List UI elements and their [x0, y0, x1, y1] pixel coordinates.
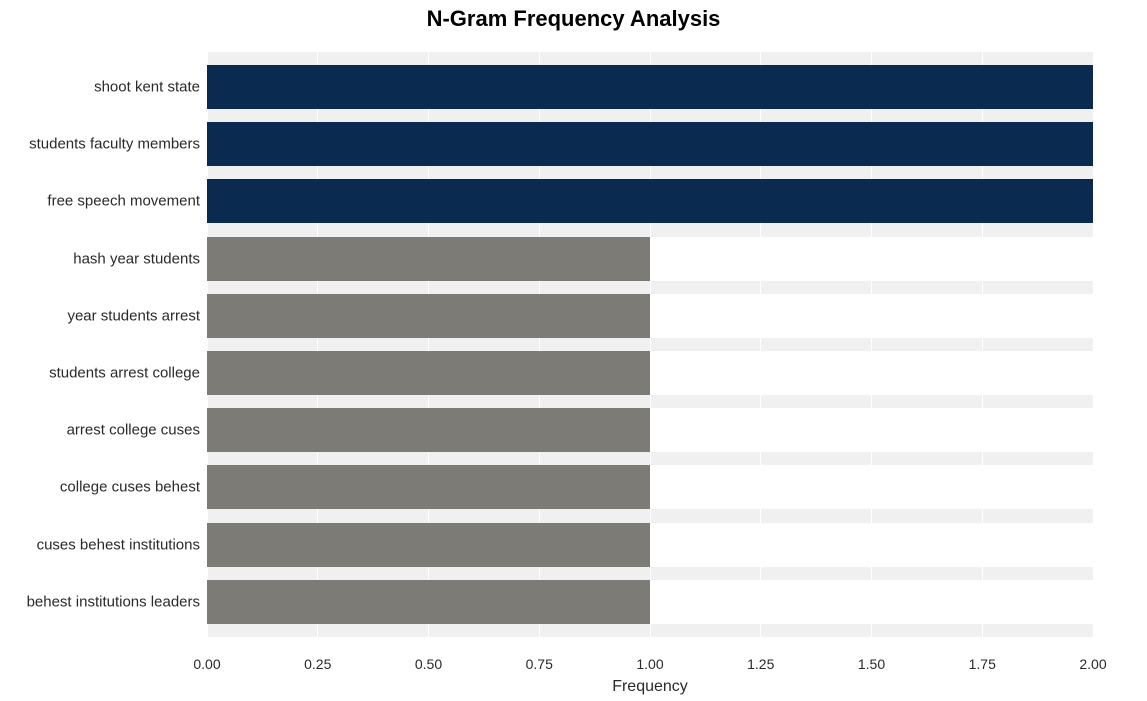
x-tick-label: 1.25 — [747, 656, 774, 672]
y-tick-label: shoot kent state — [94, 80, 200, 95]
bar — [207, 65, 1093, 109]
y-tick-label: students arrest college — [49, 366, 200, 381]
bar — [207, 580, 650, 624]
bar — [207, 408, 650, 452]
bar — [207, 523, 650, 567]
y-tick-label: cuses behest institutions — [37, 537, 200, 552]
y-tick-label: free speech movement — [47, 194, 200, 209]
x-tick-label: 2.00 — [1079, 656, 1106, 672]
y-axis-labels: shoot kent state students faculty members… — [0, 34, 200, 640]
bar — [207, 465, 650, 509]
bar — [207, 294, 650, 338]
ngram-chart: N-Gram Frequency Analysis shoot kent sta… — [0, 0, 1147, 701]
plot-bars — [207, 34, 1093, 640]
y-tick-label: arrest college cuses — [67, 423, 200, 438]
y-tick-label: hash year students — [73, 251, 200, 266]
x-tick-label: 0.25 — [304, 656, 331, 672]
chart-title: N-Gram Frequency Analysis — [0, 6, 1147, 32]
y-tick-label: college cuses behest — [60, 480, 200, 495]
x-tick-label: 1.00 — [636, 656, 663, 672]
x-tick-label: 0.50 — [415, 656, 442, 672]
x-tick-label: 1.75 — [969, 656, 996, 672]
bar — [207, 179, 1093, 223]
bar — [207, 237, 650, 281]
plot-area — [207, 34, 1093, 640]
bar — [207, 122, 1093, 166]
x-tick-label: 0.75 — [526, 656, 553, 672]
x-axis: 0.000.250.500.751.001.251.501.752.00 Fre… — [207, 640, 1093, 690]
x-tick-label: 0.00 — [193, 656, 220, 672]
bar — [207, 351, 650, 395]
x-axis-label: Frequency — [207, 678, 1093, 696]
x-tick-label: 1.50 — [858, 656, 885, 672]
y-tick-label: year students arrest — [67, 308, 200, 323]
y-tick-label: students faculty members — [29, 137, 200, 152]
y-tick-label: behest institutions leaders — [27, 594, 200, 609]
